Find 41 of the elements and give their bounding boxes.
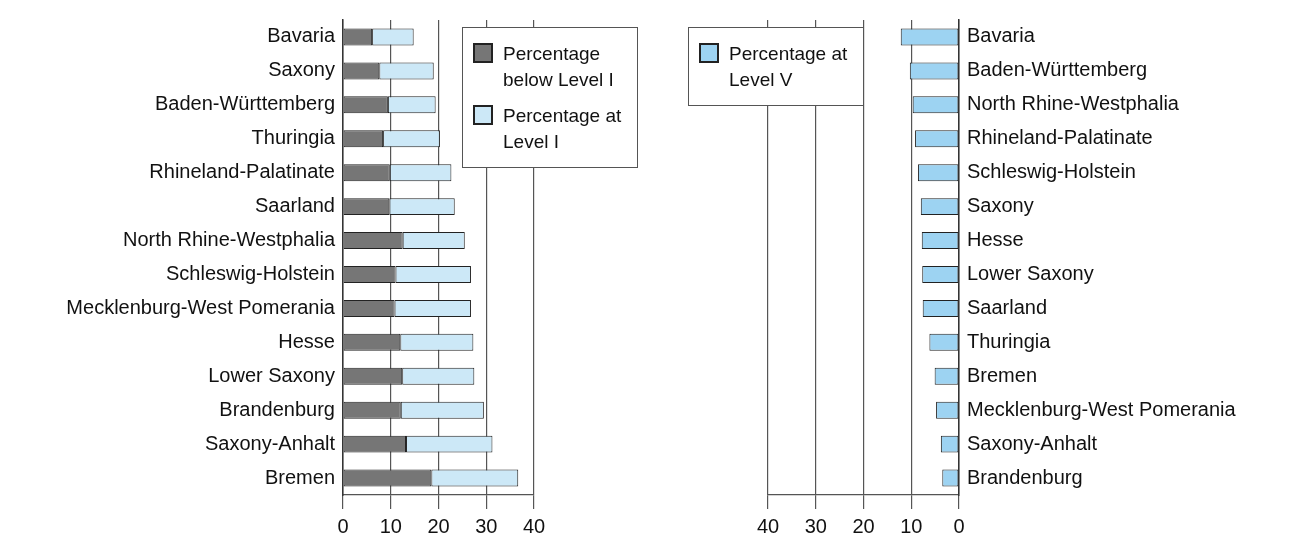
y-tick-label: Lower Saxony	[208, 363, 335, 386]
y-tick-label: Mecklenburg-West Pomerania	[66, 295, 336, 318]
x-tick-label: 40	[756, 514, 780, 537]
y-tick-label: North Rhine-Westphalia	[967, 92, 1180, 115]
y-tick-label: Hesse	[967, 228, 1024, 251]
x-tick-label: 0	[337, 514, 349, 537]
x-tick-label: 40	[522, 514, 546, 537]
legend-label: Percentage at Level I	[503, 104, 623, 154]
y-tick-label: Bavaria	[267, 24, 336, 47]
y-tick-label: Brandenburg	[219, 397, 335, 420]
legend-label: Percentage below Level I	[503, 42, 615, 92]
y-tick-label: Baden-Württemberg	[967, 58, 1148, 81]
y-tick-label: Schleswig-Holstein	[166, 261, 335, 284]
y-tick-label: Saarland	[254, 194, 335, 217]
x-tick-label: 20	[427, 514, 450, 537]
y-tick-label: Schleswig-Holstein	[967, 160, 1136, 183]
y-tick-label: North Rhine-Westphalia	[123, 228, 336, 251]
y-tick-label: Rhineland-Palatinate	[967, 126, 1153, 149]
y-tick-label: Lower Saxony	[967, 261, 1094, 284]
y-tick-label: Saxony	[967, 194, 1034, 217]
x-tick-label: 30	[475, 514, 498, 537]
x-tick-label: 30	[804, 514, 827, 537]
legend-label: Percentage at Level V	[729, 42, 849, 92]
x-tick-label: 20	[852, 514, 875, 537]
y-tick-label: Hesse	[278, 329, 335, 352]
y-tick-label: Bavaria	[967, 24, 1036, 47]
y-tick-label: Brandenburg	[967, 465, 1083, 488]
y-tick-label: Baden-Württemberg	[154, 92, 335, 115]
y-tick-label: Saxony-Anhalt	[967, 431, 1098, 454]
x-tick-label: 10	[379, 514, 402, 537]
y-tick-label: Mecklenburg-West Pomerania	[967, 397, 1237, 420]
y-tick-label: Rhineland-Palatinate	[149, 160, 335, 183]
y-tick-label: Thuringia	[967, 329, 1052, 352]
y-tick-label: Thuringia	[251, 126, 336, 149]
y-tick-label: Saarland	[967, 295, 1048, 318]
x-tick-label: 10	[900, 514, 923, 537]
y-tick-label: Bremen	[967, 363, 1038, 386]
y-tick-label: Saxony	[268, 58, 335, 81]
y-tick-label: Saxony-Anhalt	[204, 431, 336, 454]
x-tick-label: 0	[953, 514, 965, 537]
y-tick-label: Bremen	[264, 465, 335, 488]
